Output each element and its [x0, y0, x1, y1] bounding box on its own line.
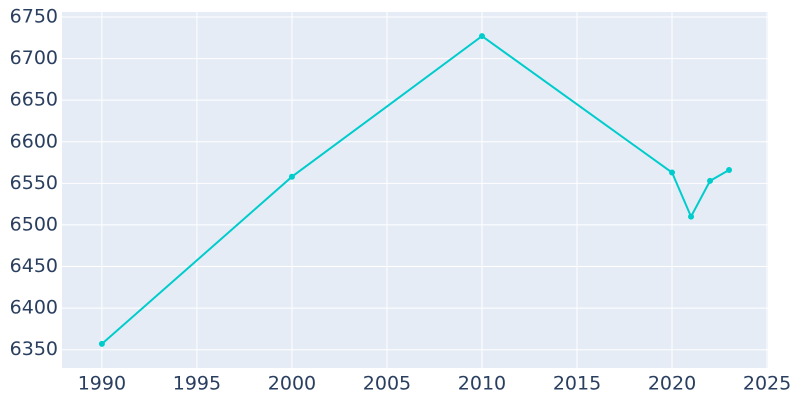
y-tick-label: 6700 — [10, 47, 58, 69]
marker — [478, 33, 485, 40]
y-tick-label: 6500 — [10, 213, 58, 235]
x-tick-label: 2020 — [648, 373, 696, 395]
y-tick-label: 6450 — [10, 255, 58, 277]
plot-area — [62, 12, 768, 368]
y-tick-label: 6550 — [10, 172, 58, 194]
y-tick-label: 6600 — [10, 130, 58, 152]
x-tick-label: 1990 — [78, 373, 126, 395]
x-tick-label: 1995 — [173, 373, 221, 395]
x-tick-label: 2005 — [363, 373, 411, 395]
marker — [98, 340, 105, 347]
x-tick-label: 2000 — [268, 373, 316, 395]
marker — [707, 177, 714, 184]
y-tick-label: 6400 — [10, 297, 58, 319]
y-tick-label: 6750 — [10, 5, 58, 27]
x-tick-label: 2015 — [553, 373, 601, 395]
x-tick-label: 2010 — [458, 373, 506, 395]
y-tick-label: 6350 — [10, 338, 58, 360]
marker — [726, 167, 733, 174]
marker — [669, 169, 676, 176]
marker — [288, 173, 295, 180]
marker — [688, 213, 695, 220]
x-tick-label: 2025 — [743, 373, 791, 395]
y-tick-label: 6650 — [10, 89, 58, 111]
